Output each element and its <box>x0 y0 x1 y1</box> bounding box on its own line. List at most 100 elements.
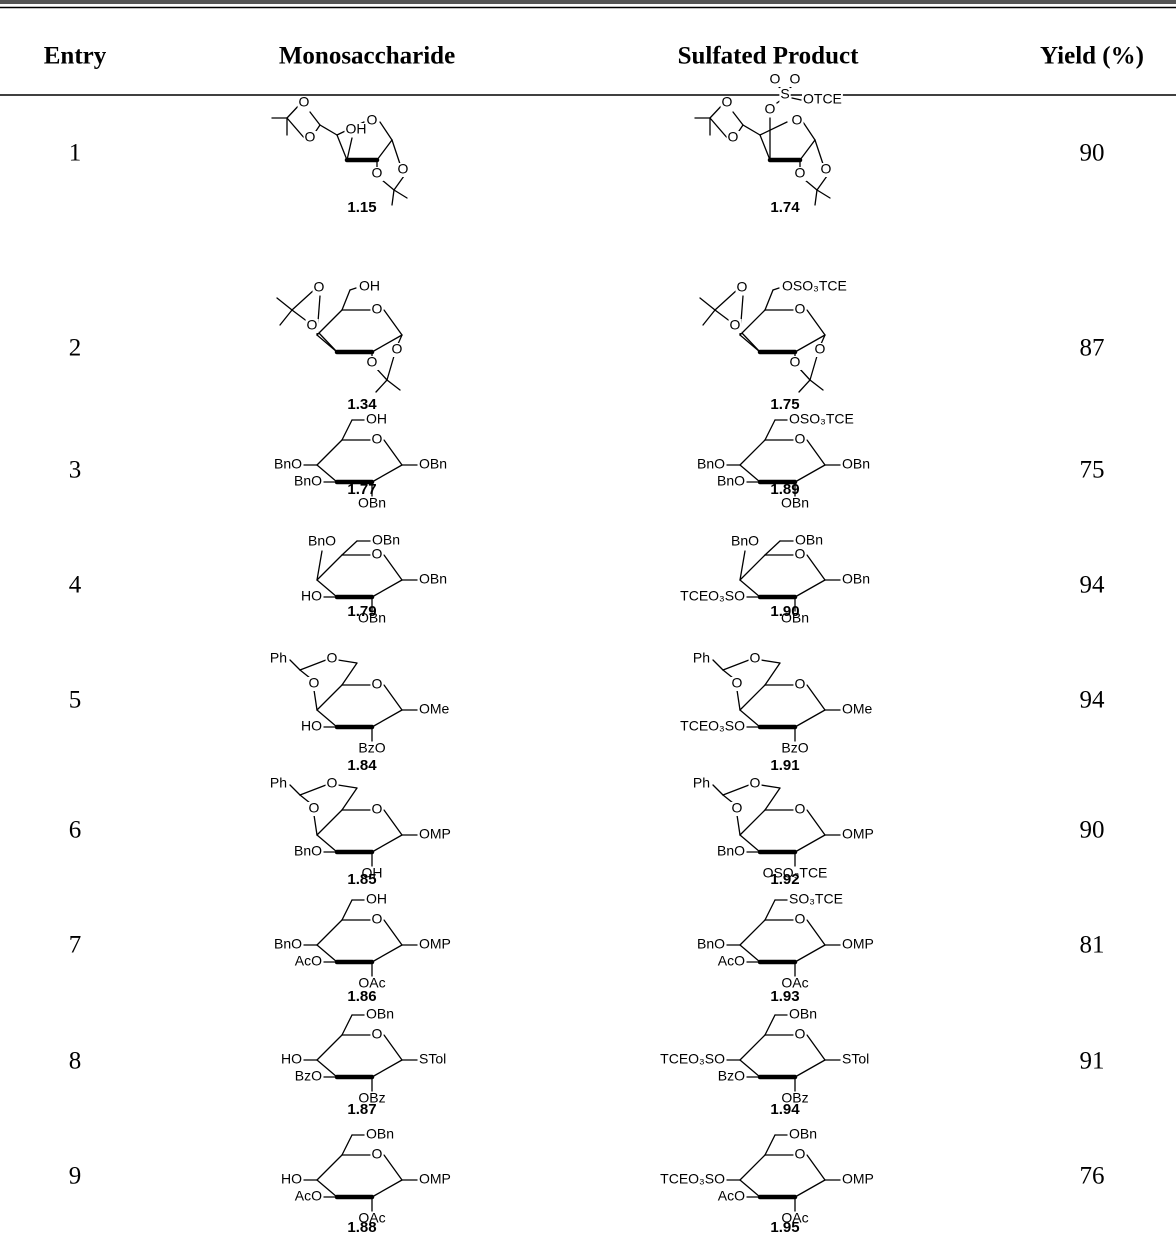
atom-label: OMP <box>419 1171 451 1187</box>
bond <box>371 834 403 853</box>
bond <box>383 809 403 836</box>
header-cell: Sulfated Product <box>678 43 859 70</box>
atom-bg <box>292 475 324 489</box>
atom-bg <box>748 652 762 666</box>
bond <box>341 899 353 921</box>
entry-cell: 4 <box>69 572 82 599</box>
atom-bg <box>370 167 384 181</box>
bond <box>806 439 826 466</box>
atom-label: O <box>795 1026 806 1042</box>
bond <box>798 379 811 393</box>
bond <box>739 834 761 853</box>
atom-label: Ph <box>270 775 287 791</box>
atom-bg <box>679 590 747 604</box>
atom-bg <box>788 1008 819 1022</box>
bond <box>291 289 315 311</box>
top-rule <box>0 0 1176 4</box>
atom-label: O <box>795 911 806 927</box>
atom-bg <box>802 93 843 107</box>
bond <box>341 787 358 811</box>
atom-label: BnO <box>731 533 759 549</box>
bond <box>722 794 734 804</box>
atom-label: AcO <box>295 1188 322 1204</box>
atom-label: O <box>795 676 806 692</box>
bond <box>764 289 774 311</box>
yield-cell: 76 <box>1080 1163 1105 1190</box>
atom-bg <box>779 497 811 511</box>
atom-label: O <box>795 301 806 317</box>
bond <box>316 709 338 728</box>
atom-bg <box>788 893 844 907</box>
entry-cell: 2 <box>69 335 82 362</box>
bond <box>336 134 348 161</box>
bond <box>794 1179 826 1198</box>
atom-label: O <box>372 676 383 692</box>
bond <box>316 1154 343 1181</box>
bond <box>814 139 824 165</box>
atom-label: O <box>737 279 748 295</box>
atom-bg <box>370 913 384 927</box>
atom-bg <box>781 280 848 294</box>
atom-bg <box>780 742 810 756</box>
compound-number: 1.87 <box>347 1101 376 1118</box>
atom-label: OBn <box>842 456 870 472</box>
bond <box>739 1154 766 1181</box>
atom-label: OAc <box>781 975 808 991</box>
bond <box>739 579 761 598</box>
atom-bg <box>793 1028 807 1042</box>
bond <box>740 331 761 353</box>
atom-bg <box>272 458 304 472</box>
atom-label: O <box>815 341 826 357</box>
compound-number: 1.74 <box>770 199 800 216</box>
atom-bg <box>272 938 304 952</box>
atom-bg <box>297 96 311 110</box>
bond <box>806 554 826 581</box>
bond <box>699 297 716 311</box>
atom-bg <box>371 534 402 548</box>
bond <box>722 784 750 796</box>
atom-bg <box>841 703 874 717</box>
bond <box>764 662 781 686</box>
atom-label: OSO₃TCE <box>789 411 854 427</box>
atom-bg <box>306 535 338 549</box>
atom-bg <box>303 131 317 145</box>
compound-number: 1.93 <box>770 988 799 1005</box>
bond <box>383 1034 403 1061</box>
bond <box>371 579 403 598</box>
yield-cell: 75 <box>1080 457 1105 484</box>
atom-bg <box>841 828 875 842</box>
atom-label: SO₃TCE <box>789 891 843 907</box>
atom-label: OMP <box>842 936 874 952</box>
atom-label: OBn <box>366 1126 394 1142</box>
atom-label: O <box>299 94 310 110</box>
bond <box>759 121 788 136</box>
atom-bg <box>370 1148 384 1162</box>
atom-bg <box>357 742 387 756</box>
bond <box>341 540 358 556</box>
atom-bg <box>841 573 872 587</box>
bond <box>289 784 301 796</box>
atom-bg <box>716 955 747 969</box>
atom-label: O <box>732 800 743 816</box>
atom-bg <box>793 803 807 817</box>
atom-bg <box>716 1070 747 1084</box>
atom-label: O <box>795 431 806 447</box>
bond <box>386 379 401 391</box>
bond <box>820 334 826 345</box>
atom-label: BnO <box>274 936 302 952</box>
bond <box>764 419 776 441</box>
atom-label: O <box>790 354 801 370</box>
bond <box>316 554 343 581</box>
compound-number: 1.85 <box>347 871 376 888</box>
entry-cell: 7 <box>69 932 82 959</box>
atom-bg <box>695 458 727 472</box>
bond <box>371 709 403 728</box>
entry-cell: 1 <box>69 140 82 167</box>
bond <box>764 787 781 811</box>
atom-label: O <box>305 129 316 145</box>
atom-label: TCEO₃SO <box>680 588 745 604</box>
atom-bg <box>370 1028 384 1042</box>
atom-bg <box>679 720 747 734</box>
atom-bg <box>780 1092 810 1106</box>
bond <box>712 659 724 671</box>
